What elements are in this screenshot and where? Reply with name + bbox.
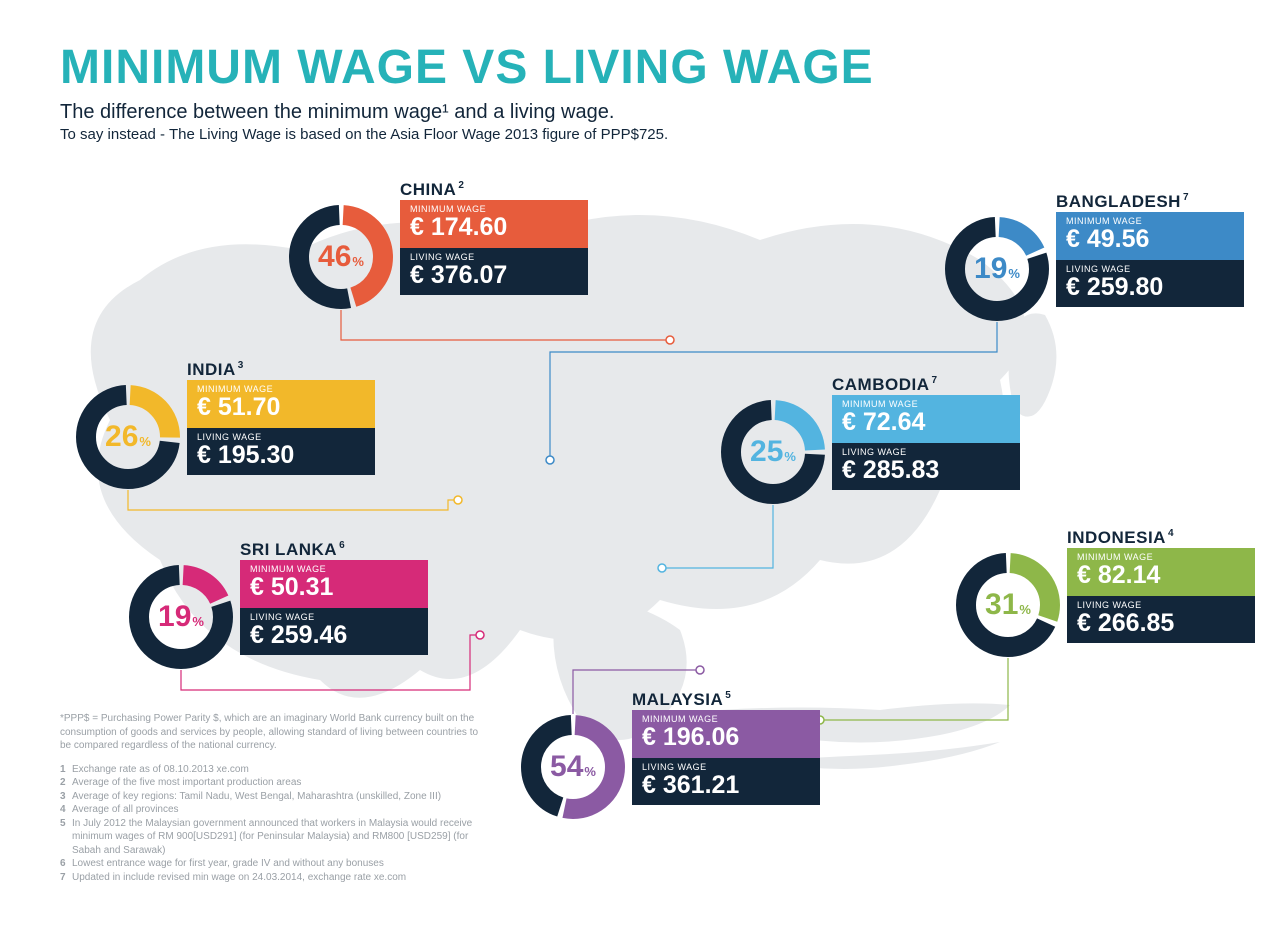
wage-box-cambodia: MINIMUM WAGE € 72.64LIVING WAGE € 285.83 [832,395,1020,490]
donut-pct-indonesia: 31% [985,588,1031,622]
wage-box-indonesia: MINIMUM WAGE € 82.14LIVING WAGE € 266.85 [1067,548,1255,643]
living-wage-label: LIVING WAGE [1066,264,1234,274]
min-wage-value-bangladesh: € 49.56 [1066,226,1234,254]
min-wage-value-malaysia: € 196.06 [642,724,810,752]
living-wage-label: LIVING WAGE [410,252,578,262]
wage-box-india: MINIMUM WAGE € 51.70LIVING WAGE € 195.30 [187,380,375,475]
donut-pct-bangladesh: 19% [974,252,1020,286]
living-wage-label: LIVING WAGE [1077,600,1245,610]
wage-box-china: MINIMUM WAGE € 174.60LIVING WAGE € 376.0… [400,200,588,295]
min-wage-value-indonesia: € 82.14 [1077,562,1245,590]
living-wage-value-china: € 376.07 [410,262,578,290]
living-wage-row-india: LIVING WAGE € 195.30 [187,428,375,476]
country-name-bangladesh: BANGLADESH7 [1056,192,1244,212]
country-card-cambodia: 25%CAMBODIA7MINIMUM WAGE € 72.64LIVING W… [720,375,1020,505]
min-wage-value-china: € 174.60 [410,214,578,242]
min-wage-value-srilanka: € 50.31 [250,574,418,602]
living-wage-label: LIVING WAGE [250,612,418,622]
subtitle-2: To say instead - The Living Wage is base… [60,126,1223,143]
footnote-6: 6Lowest entrance wage for first year, gr… [60,857,490,871]
living-wage-row-indonesia: LIVING WAGE € 266.85 [1067,596,1255,644]
donut-srilanka: 19% [128,564,234,670]
header: MINIMUM WAGE VS LIVING WAGE The differen… [60,40,1223,143]
donut-china: 46% [288,204,394,310]
min-wage-row-china: MINIMUM WAGE € 174.60 [400,200,588,248]
donut-pct-malaysia: 54% [550,750,596,784]
footnote-7: 7Updated in include revised min wage on … [60,871,490,885]
min-wage-value-cambodia: € 72.64 [842,409,1010,437]
wage-box-bangladesh: MINIMUM WAGE € 49.56LIVING WAGE € 259.80 [1056,212,1244,307]
min-wage-row-indonesia: MINIMUM WAGE € 82.14 [1067,548,1255,596]
subtitle-1: The difference between the minimum wage¹… [60,101,1223,124]
living-wage-row-malaysia: LIVING WAGE € 361.21 [632,758,820,806]
country-card-china: 46%CHINA2MINIMUM WAGE € 174.60LIVING WAG… [288,180,588,310]
footnote-2: 2Average of the five most important prod… [60,776,490,790]
living-wage-label: LIVING WAGE [642,762,810,772]
living-wage-value-cambodia: € 285.83 [842,457,1010,485]
min-wage-row-cambodia: MINIMUM WAGE € 72.64 [832,395,1020,443]
footnotes: *PPP$ = Purchasing Power Parity $, which… [60,712,490,884]
living-wage-value-bangladesh: € 259.80 [1066,274,1234,302]
footnote-1: 1Exchange rate as of 08.10.2013 xe.com [60,763,490,777]
living-wage-value-srilanka: € 259.46 [250,622,418,650]
living-wage-row-bangladesh: LIVING WAGE € 259.80 [1056,260,1244,308]
living-wage-row-cambodia: LIVING WAGE € 285.83 [832,443,1020,491]
min-wage-row-india: MINIMUM WAGE € 51.70 [187,380,375,428]
min-wage-row-bangladesh: MINIMUM WAGE € 49.56 [1056,212,1244,260]
ppp-note: *PPP$ = Purchasing Power Parity $, which… [60,712,490,753]
donut-pct-srilanka: 19% [158,600,204,634]
donut-pct-china: 46% [318,240,364,274]
donut-bangladesh: 19% [944,216,1050,322]
country-name-indonesia: INDONESIA4 [1067,528,1255,548]
footnote-list: 1Exchange rate as of 08.10.2013 xe.com2A… [60,763,490,885]
country-name-china: CHINA2 [400,180,588,200]
footnote-4: 4Average of all provinces [60,803,490,817]
country-card-india: 26%INDIA3MINIMUM WAGE € 51.70LIVING WAGE… [75,360,375,490]
country-name-malaysia: MALAYSIA5 [632,690,820,710]
country-card-srilanka: 19%SRI LANKA6MINIMUM WAGE € 50.31LIVING … [128,540,428,670]
donut-pct-cambodia: 25% [750,435,796,469]
donut-malaysia: 54% [520,714,626,820]
min-wage-row-malaysia: MINIMUM WAGE € 196.06 [632,710,820,758]
country-card-malaysia: 54%MALAYSIA5MINIMUM WAGE € 196.06LIVING … [520,690,820,820]
living-wage-value-malaysia: € 361.21 [642,772,810,800]
wage-box-srilanka: MINIMUM WAGE € 50.31LIVING WAGE € 259.46 [240,560,428,655]
country-card-bangladesh: 19%BANGLADESH7MINIMUM WAGE € 49.56LIVING… [944,192,1244,322]
country-name-india: INDIA3 [187,360,375,380]
donut-cambodia: 25% [720,399,826,505]
country-card-indonesia: 31%INDONESIA4MINIMUM WAGE € 82.14LIVING … [955,528,1255,658]
country-name-srilanka: SRI LANKA6 [240,540,428,560]
page-title: MINIMUM WAGE VS LIVING WAGE [60,40,1223,95]
donut-pct-india: 26% [105,420,151,454]
living-wage-value-india: € 195.30 [197,442,365,470]
footnote-3: 3Average of key regions: Tamil Nadu, Wes… [60,790,490,804]
living-wage-value-indonesia: € 266.85 [1077,610,1245,638]
living-wage-row-srilanka: LIVING WAGE € 259.46 [240,608,428,656]
footnote-5: 5In July 2012 the Malaysian government a… [60,817,490,858]
living-wage-row-china: LIVING WAGE € 376.07 [400,248,588,296]
min-wage-row-srilanka: MINIMUM WAGE € 50.31 [240,560,428,608]
donut-indonesia: 31% [955,552,1061,658]
country-name-cambodia: CAMBODIA7 [832,375,1020,395]
donut-india: 26% [75,384,181,490]
living-wage-label: LIVING WAGE [842,447,1010,457]
min-wage-value-india: € 51.70 [197,394,365,422]
wage-box-malaysia: MINIMUM WAGE € 196.06LIVING WAGE € 361.2… [632,710,820,805]
living-wage-label: LIVING WAGE [197,432,365,442]
